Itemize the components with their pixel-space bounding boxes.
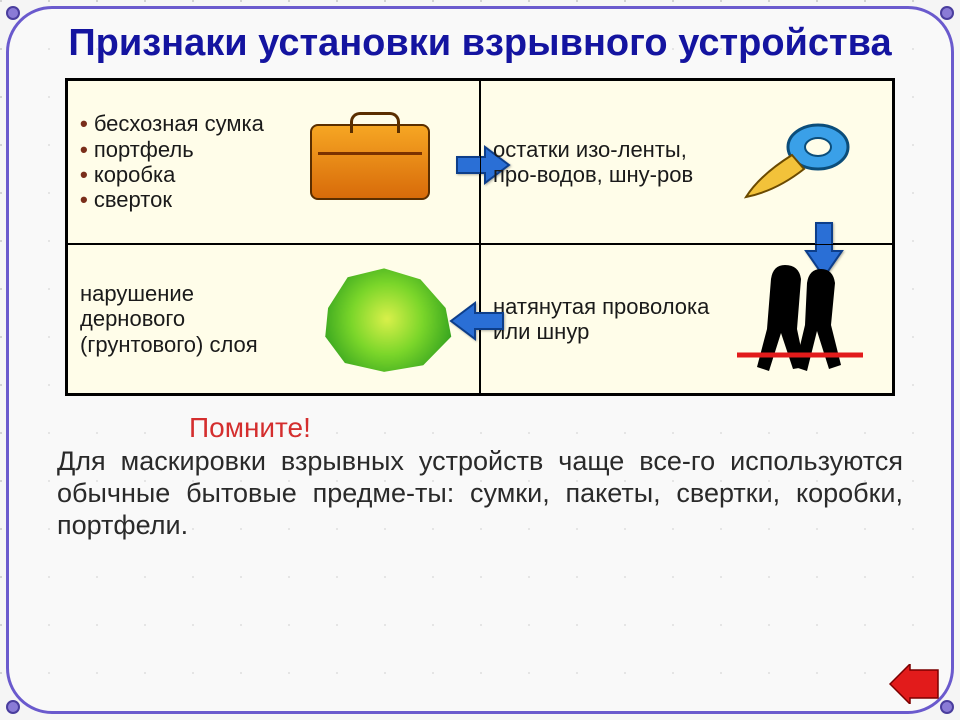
tripwire-icon xyxy=(720,255,880,383)
list-item: сверток xyxy=(80,187,264,212)
corner-decor xyxy=(940,6,954,20)
remember-label: Помните! xyxy=(189,412,921,444)
cell-tape-wires: остатки изо-ленты, про-водов, шну-ров xyxy=(480,80,893,244)
back-button[interactable] xyxy=(888,664,940,704)
slide-frame: Признаки установки взрывного устройства … xyxy=(6,6,954,714)
list-item: портфель xyxy=(80,137,264,162)
item-list: бесхозная сумка портфель коробка сверток xyxy=(80,111,264,212)
corner-decor xyxy=(940,700,954,714)
cell-turf-disturbance: нарушение дернового (грунтового) слоя xyxy=(67,244,480,394)
arrow-left-icon xyxy=(449,299,505,343)
corner-decor xyxy=(6,6,20,20)
list-item: коробка xyxy=(80,162,264,187)
tape-icon xyxy=(720,91,880,233)
turf-icon xyxy=(307,255,467,383)
cell-tripwire: натянутая проволока или шнур xyxy=(480,244,893,394)
cell-unattended-items: бесхозная сумка портфель коробка сверток xyxy=(67,80,480,244)
cell-text: бесхозная сумка портфель коробка сверток xyxy=(80,111,264,212)
slide-title: Признаки установки взрывного устройства xyxy=(39,23,921,64)
list-item: бесхозная сумка xyxy=(80,111,264,136)
cell-text: остатки изо-ленты, про-водов, шну-ров xyxy=(493,137,710,188)
footer-note: Для маскировки взрывных устройств чаще в… xyxy=(57,446,903,542)
signs-grid: бесхозная сумка портфель коробка сверток… xyxy=(65,78,895,396)
corner-decor xyxy=(6,700,20,714)
cell-text: нарушение дернового (грунтового) слоя xyxy=(80,281,297,357)
briefcase-icon xyxy=(274,91,467,233)
cell-text: натянутая проволока или шнур xyxy=(493,294,710,345)
